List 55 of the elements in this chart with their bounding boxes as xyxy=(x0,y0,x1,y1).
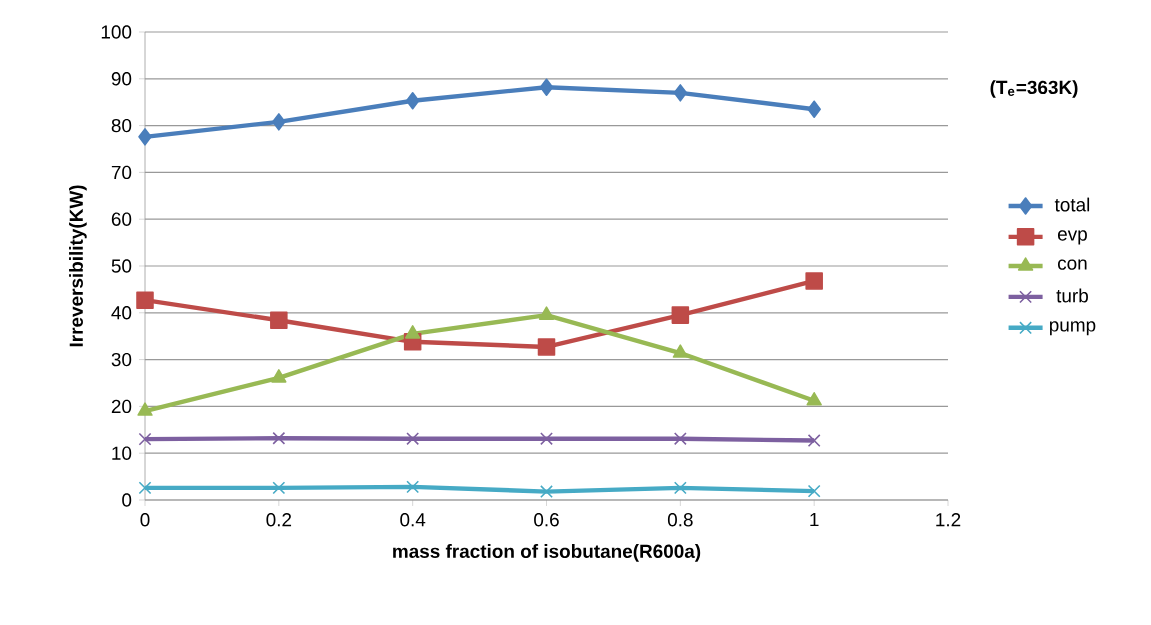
y-tick-label: 30 xyxy=(111,352,132,367)
y-tick-label: 90 xyxy=(111,72,132,86)
point xyxy=(673,481,687,495)
y-tick-label: 100 xyxy=(101,25,132,39)
y-tick-label: 0 xyxy=(122,493,132,507)
point xyxy=(540,485,553,499)
point xyxy=(272,113,286,131)
point xyxy=(807,100,821,118)
point xyxy=(672,344,689,358)
point xyxy=(136,291,154,309)
legend-label: con xyxy=(1058,259,1087,270)
point xyxy=(806,392,822,406)
point xyxy=(807,434,821,447)
y-tick-label: 70 xyxy=(111,165,132,180)
point xyxy=(807,484,821,498)
point xyxy=(673,84,688,102)
point xyxy=(538,306,555,320)
x-axis-title: mass fraction of isobutane(R600a) xyxy=(393,544,701,562)
point xyxy=(270,311,288,330)
legend-label: total xyxy=(1054,197,1090,212)
y-tick-label: 80 xyxy=(111,118,132,133)
point xyxy=(272,431,286,445)
x-tick-label: 0 xyxy=(140,513,150,527)
y-tick-label: 40 xyxy=(111,306,132,320)
y-tick-label: 10 xyxy=(112,446,132,460)
point xyxy=(138,481,152,495)
point xyxy=(539,78,554,96)
y-tick-label: 20 xyxy=(111,399,132,414)
y-axis-title: Irreversibility(KW) xyxy=(69,185,87,347)
point xyxy=(671,306,690,324)
point xyxy=(137,402,153,416)
y-tick-label: 50 xyxy=(111,259,132,273)
point xyxy=(271,369,287,383)
legend-label: turb xyxy=(1056,288,1088,303)
point xyxy=(406,432,420,446)
x-tick-label: 0.4 xyxy=(400,513,426,527)
point xyxy=(406,480,420,494)
x-tick-label: 1 xyxy=(810,513,819,527)
point xyxy=(272,481,286,495)
text: (T$_{e}$=363K) xyxy=(990,80,1078,98)
legend-label: evp xyxy=(1058,230,1087,245)
point xyxy=(673,432,687,446)
x-tick-label: 1.2 xyxy=(936,513,961,527)
point xyxy=(405,92,420,110)
point xyxy=(537,338,556,356)
point xyxy=(805,272,823,290)
legend-label: pump xyxy=(1049,321,1096,336)
y-tick-label: 60 xyxy=(111,212,132,226)
x-tick-label: 0.2 xyxy=(266,513,292,527)
point xyxy=(540,432,553,446)
point xyxy=(138,128,152,146)
x-tick-label: 0.8 xyxy=(667,513,693,527)
point xyxy=(138,432,152,446)
x-tick-label: 0.6 xyxy=(534,513,559,527)
point xyxy=(404,325,421,339)
